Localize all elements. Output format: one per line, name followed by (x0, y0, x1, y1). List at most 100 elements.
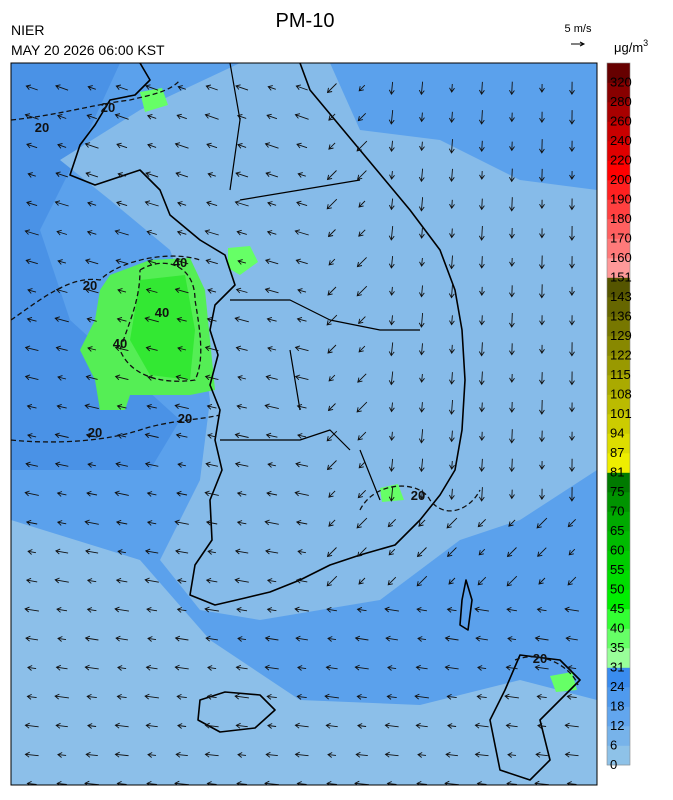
wind-arrow (24, 345, 39, 352)
wind-arrow (419, 227, 425, 239)
coastline (69, 63, 466, 606)
wind-arrow (357, 373, 367, 383)
wind-arrow (24, 606, 39, 613)
wind-arrow (569, 458, 575, 473)
wind-arrow (447, 723, 457, 729)
wind-arrow (507, 752, 517, 758)
wind-arrow (358, 229, 366, 237)
wind-arrow (567, 518, 577, 528)
wind-arrow (569, 286, 575, 296)
wind-arrow (569, 225, 575, 241)
wind-arrow (84, 258, 99, 265)
wind-arrow (117, 433, 127, 439)
wind-arrow (539, 460, 545, 470)
wind-arrow (87, 723, 97, 729)
wind-arrow (26, 316, 37, 323)
wind-arrow (448, 399, 455, 415)
colorbar-cell (607, 511, 630, 532)
wind-arrow (264, 287, 279, 294)
wind-arrow (24, 374, 39, 381)
wind-arrow (295, 577, 308, 584)
wind-arrow (449, 488, 455, 501)
wind-arrow (234, 200, 249, 207)
wind-arrow (26, 780, 37, 785)
wind-arrow (145, 287, 158, 294)
contour-label: 40 (155, 305, 169, 320)
wind-arrow (295, 635, 308, 642)
wind-arrow (509, 81, 515, 96)
wind-arrow (388, 548, 396, 556)
wind-arrow (54, 200, 69, 207)
wind-arrow (25, 519, 38, 526)
wind-arrow (417, 752, 427, 758)
wind-arrow (419, 141, 425, 152)
wind-arrow (568, 548, 576, 556)
wind-arrow (295, 461, 309, 468)
wind-arrow (175, 751, 188, 758)
wind-arrow (54, 432, 69, 439)
wind-arrow (56, 520, 67, 526)
wind-arrow (25, 84, 38, 91)
wind-arrow (504, 693, 519, 700)
wind-arrow (57, 143, 67, 149)
wind-arrow (56, 114, 67, 120)
wind-arrow (175, 374, 188, 381)
colorbar-label: 40 (610, 621, 624, 636)
wind-arrow (388, 371, 395, 386)
wind-arrow (539, 199, 545, 210)
contour-line (11, 79, 181, 121)
wind-arrow (176, 113, 187, 120)
wind-arrow (146, 520, 157, 526)
pm-patch (550, 672, 577, 692)
colorbar-cell (607, 609, 630, 629)
wind-arrow (177, 85, 186, 91)
wind-arrow (236, 403, 247, 410)
wind-arrow (116, 200, 128, 207)
wind-arrow (474, 606, 489, 613)
coastline (489, 654, 581, 781)
colorbar-cell (607, 531, 630, 551)
wind-arrow (357, 489, 367, 499)
wind-arrow (295, 519, 308, 526)
wind-arrow (569, 342, 575, 357)
wind-arrow (569, 402, 575, 413)
wind-arrow (84, 142, 99, 149)
wind-arrow (565, 635, 578, 642)
wind-arrow (174, 519, 189, 526)
wind-arrow (358, 577, 366, 585)
wind-arrow (54, 693, 69, 700)
wind-arrow (474, 722, 489, 729)
colorbar-label: 101 (610, 406, 632, 421)
wind-arrow (265, 374, 278, 381)
colorbar-cell (607, 219, 630, 239)
wind-arrow (294, 606, 309, 613)
colorbar-cell (607, 687, 630, 707)
colorbar-label: 81 (610, 465, 624, 480)
wind-arrow (206, 316, 217, 323)
wind-arrow (145, 345, 158, 352)
wind-arrow (205, 577, 218, 584)
wind-arrow (114, 345, 129, 352)
wind-arrow (264, 258, 279, 265)
wind-arrow (536, 693, 547, 700)
wind-arrow (416, 547, 427, 558)
wind-arrow (354, 664, 369, 671)
wind-arrow (539, 488, 545, 501)
wind-arrow (116, 780, 127, 785)
wind-arrow (388, 256, 395, 269)
colorbar-label: 18 (610, 699, 624, 714)
wind-arrow (448, 255, 455, 270)
wind-arrow (296, 403, 307, 410)
unit-base: μg/m (614, 40, 643, 55)
wind-arrow (418, 429, 425, 444)
wind-arrow (389, 170, 395, 180)
colorbar-label: 55 (610, 562, 624, 577)
wind-arrow (177, 201, 187, 207)
colorbar-label: 108 (610, 387, 632, 402)
wind-arrow (415, 722, 428, 729)
wind-arrow (56, 491, 67, 497)
wind-arrow (146, 229, 157, 236)
wind-arrow (449, 199, 455, 210)
wind-arrow (25, 635, 39, 642)
wind-arrow (144, 461, 159, 468)
